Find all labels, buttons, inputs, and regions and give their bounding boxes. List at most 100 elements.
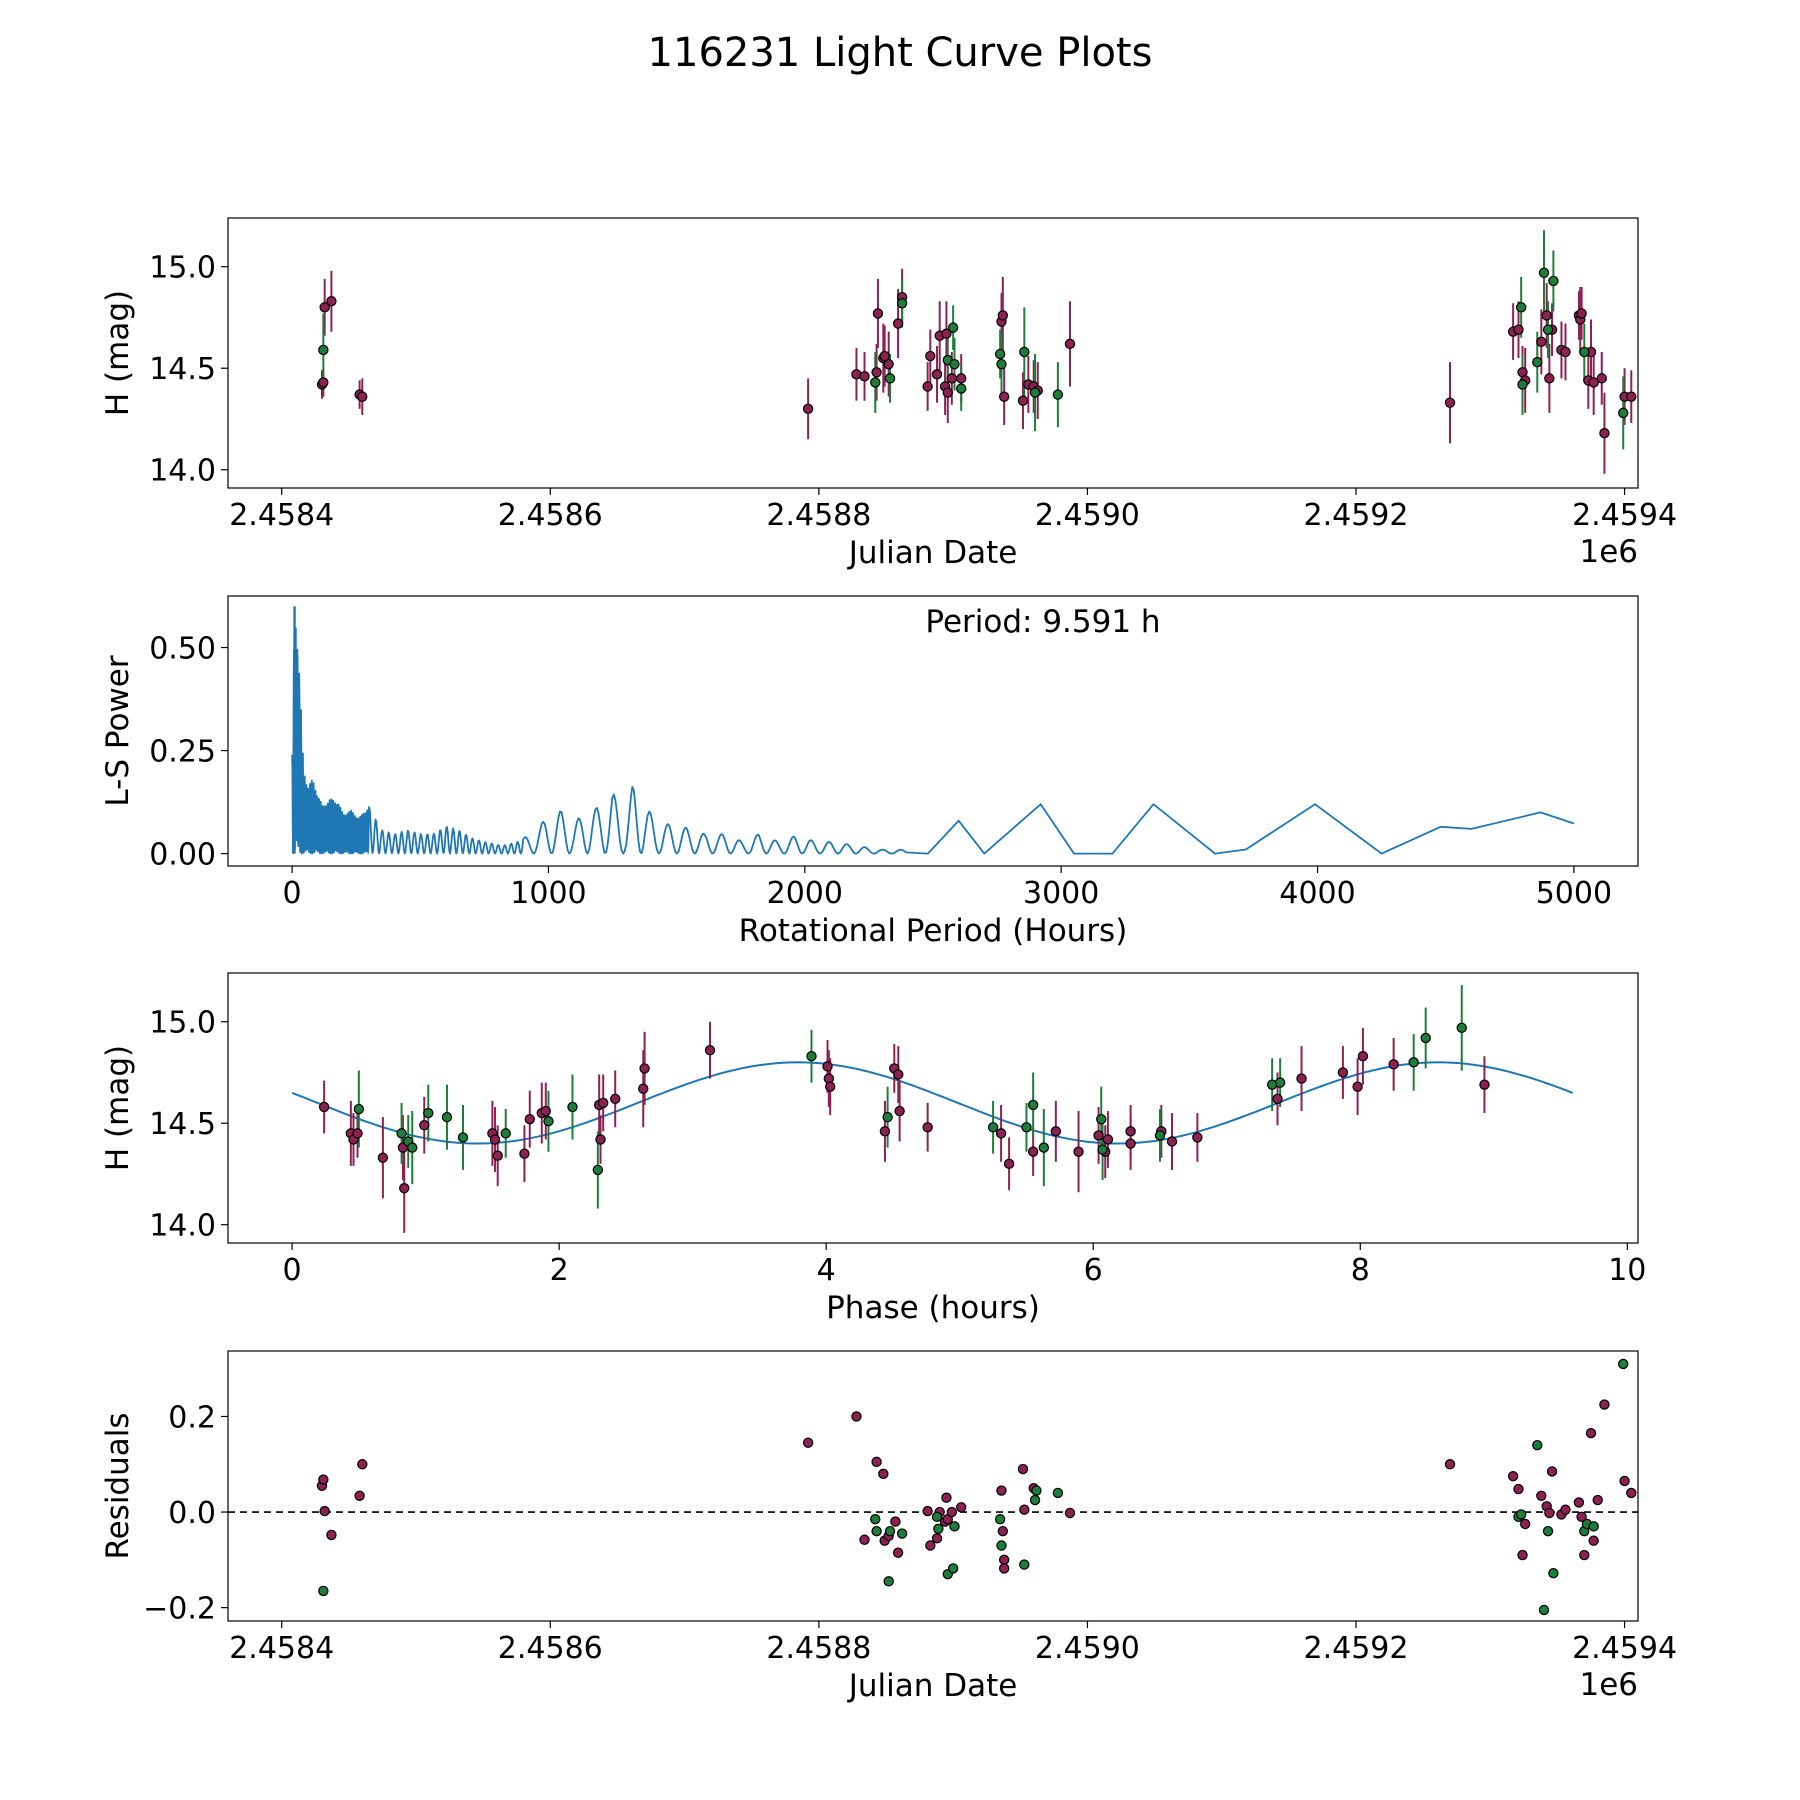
y-tick-label: −0.2 bbox=[143, 1592, 216, 1627]
purple-data-point bbox=[1445, 1460, 1454, 1469]
purple-data-point bbox=[957, 374, 966, 383]
green-data-point bbox=[1276, 1078, 1285, 1087]
purple-data-point bbox=[1600, 429, 1609, 438]
purple-data-point bbox=[420, 1121, 429, 1130]
purple-data-point bbox=[639, 1084, 648, 1093]
x-tick-label: 2000 bbox=[767, 876, 843, 911]
x-tick-label: 2 bbox=[550, 1253, 569, 1288]
purple-data-point bbox=[1338, 1068, 1347, 1077]
green-data-point bbox=[442, 1113, 451, 1122]
y-tick-label: 0.50 bbox=[149, 632, 216, 667]
green-data-point bbox=[885, 1527, 894, 1536]
purple-data-point bbox=[1561, 1505, 1570, 1514]
purple-data-point bbox=[596, 1135, 605, 1144]
purple-data-point bbox=[1051, 1127, 1060, 1136]
purple-data-point bbox=[1537, 337, 1546, 346]
purple-data-point bbox=[872, 368, 881, 377]
green-data-point bbox=[593, 1165, 602, 1174]
green-data-point bbox=[397, 1129, 406, 1138]
purple-data-point bbox=[1018, 1464, 1027, 1473]
purple-data-point bbox=[1600, 1400, 1609, 1409]
purple-data-point bbox=[1297, 1074, 1306, 1083]
green-data-point bbox=[898, 299, 907, 308]
green-data-point bbox=[1580, 347, 1589, 356]
purple-data-point bbox=[1620, 1476, 1629, 1485]
purple-data-point bbox=[1065, 1508, 1074, 1517]
purple-data-point bbox=[1514, 325, 1523, 334]
purple-data-point bbox=[998, 311, 1007, 320]
green-data-point bbox=[1097, 1115, 1106, 1124]
y-tick-label: 14.0 bbox=[149, 454, 216, 489]
y-tick-label: 14.5 bbox=[149, 352, 216, 387]
purple-data-point bbox=[490, 1135, 499, 1144]
green-data-point bbox=[544, 1117, 553, 1126]
purple-data-point bbox=[400, 1184, 409, 1193]
purple-data-point bbox=[923, 1506, 932, 1515]
period-annotation: Period: 9.591 h bbox=[925, 604, 1160, 640]
y-tick-label: 0.2 bbox=[168, 1400, 216, 1435]
x-tick-label: 0 bbox=[283, 876, 302, 911]
x-tick-label: 4 bbox=[817, 1253, 836, 1288]
green-data-point bbox=[1619, 408, 1628, 417]
purple-data-point bbox=[1193, 1133, 1202, 1142]
purple-data-point bbox=[1000, 1564, 1009, 1573]
purple-data-point bbox=[804, 404, 813, 413]
green-data-point bbox=[949, 323, 958, 332]
green-data-point bbox=[1030, 388, 1039, 397]
green-data-point bbox=[1421, 1033, 1430, 1042]
green-data-point bbox=[950, 1522, 959, 1531]
purple-data-point bbox=[1065, 339, 1074, 348]
purple-data-point bbox=[884, 360, 893, 369]
purple-data-point bbox=[355, 1491, 364, 1500]
purple-data-point bbox=[705, 1046, 714, 1055]
x-tick-label: 8 bbox=[1351, 1253, 1370, 1288]
purple-data-point bbox=[1545, 374, 1554, 383]
purple-data-point bbox=[1561, 347, 1570, 356]
green-data-point bbox=[988, 1123, 997, 1132]
purple-data-point bbox=[1005, 1159, 1014, 1168]
x-tick-label: 2.4590 bbox=[1035, 498, 1140, 533]
x-axis-label: Julian Date bbox=[847, 1668, 1018, 1704]
purple-data-point bbox=[358, 1460, 367, 1469]
y-tick-label: 15.0 bbox=[149, 251, 216, 286]
green-data-point bbox=[1539, 1605, 1548, 1614]
purple-data-point bbox=[1126, 1139, 1135, 1148]
green-data-point bbox=[996, 1515, 1005, 1524]
green-data-point bbox=[319, 1586, 328, 1595]
purple-data-point bbox=[932, 1534, 941, 1543]
purple-data-point bbox=[1627, 392, 1636, 401]
purple-data-point bbox=[525, 1115, 534, 1124]
green-data-point bbox=[1533, 358, 1542, 367]
purple-data-point bbox=[1029, 1147, 1038, 1156]
x-tick-label: 5000 bbox=[1536, 876, 1612, 911]
purple-data-point bbox=[873, 309, 882, 318]
green-data-point bbox=[957, 384, 966, 393]
periodogram-line bbox=[292, 628, 1574, 854]
x-tick-label: 2.4588 bbox=[766, 498, 871, 533]
purple-data-point bbox=[327, 1530, 336, 1539]
purple-data-point bbox=[826, 1082, 835, 1091]
purple-data-point bbox=[378, 1153, 387, 1162]
green-data-point bbox=[871, 378, 880, 387]
purple-data-point bbox=[599, 1098, 608, 1107]
purple-data-point bbox=[1521, 1519, 1530, 1528]
y-tick-label: 0.0 bbox=[168, 1496, 216, 1531]
light-curve-figure: 116231 Light Curve Plots 2.4584 2.4586 2.4… bbox=[0, 0, 1800, 1800]
purple-data-point bbox=[1273, 1094, 1282, 1103]
green-data-point bbox=[884, 1577, 893, 1586]
y-tick-label: 15.0 bbox=[149, 1006, 216, 1041]
y-tick-label: 0.00 bbox=[149, 838, 216, 873]
purple-data-point bbox=[1018, 396, 1027, 405]
y-axis-label: L-S Power bbox=[100, 655, 136, 806]
purple-data-point bbox=[319, 378, 328, 387]
purple-data-point bbox=[879, 1469, 888, 1478]
purple-data-point bbox=[860, 372, 869, 381]
y-axis-label: Residuals bbox=[100, 1412, 136, 1559]
purple-data-point bbox=[1577, 309, 1586, 318]
purple-data-point bbox=[1514, 1485, 1523, 1494]
green-data-point bbox=[1549, 1569, 1558, 1578]
green-data-point bbox=[1053, 390, 1062, 399]
purple-data-point bbox=[996, 1129, 1005, 1138]
purple-data-point bbox=[932, 370, 941, 379]
y-tick-label: 14.0 bbox=[149, 1209, 216, 1244]
